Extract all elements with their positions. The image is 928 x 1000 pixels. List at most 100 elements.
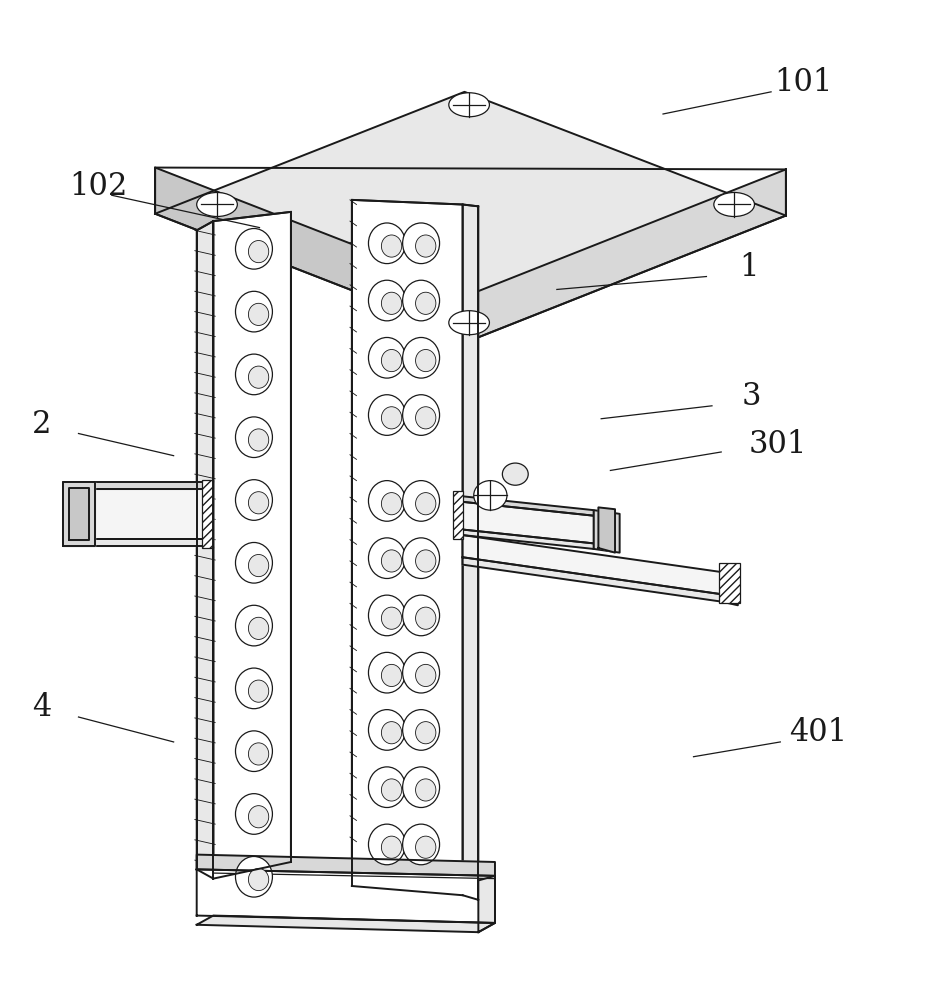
Ellipse shape [448,311,489,335]
Polygon shape [462,535,720,594]
Ellipse shape [248,429,268,451]
Ellipse shape [402,595,439,636]
Ellipse shape [235,542,272,583]
Polygon shape [598,507,614,553]
Ellipse shape [235,731,272,771]
Polygon shape [213,212,290,879]
Text: 4: 4 [32,692,52,723]
Ellipse shape [368,280,405,321]
Polygon shape [593,510,619,553]
Ellipse shape [381,407,401,429]
Ellipse shape [415,292,435,314]
Polygon shape [155,168,475,338]
Polygon shape [197,221,213,879]
Ellipse shape [381,779,401,801]
Ellipse shape [235,605,272,646]
Polygon shape [63,489,213,539]
Ellipse shape [248,492,268,514]
Ellipse shape [415,349,435,372]
Ellipse shape [368,337,405,378]
Polygon shape [478,876,495,932]
Ellipse shape [235,480,272,520]
Ellipse shape [415,550,435,572]
Ellipse shape [248,366,268,388]
Ellipse shape [415,836,435,858]
Ellipse shape [402,824,439,865]
Polygon shape [70,488,88,540]
Ellipse shape [415,235,435,257]
Ellipse shape [235,794,272,834]
Ellipse shape [402,337,439,378]
Ellipse shape [248,806,268,828]
Polygon shape [63,482,213,489]
Text: 2: 2 [32,409,52,440]
Ellipse shape [248,241,268,263]
Text: 3: 3 [741,381,760,412]
Ellipse shape [368,395,405,435]
Ellipse shape [402,223,439,264]
Ellipse shape [368,538,405,578]
Polygon shape [197,869,495,923]
Ellipse shape [368,710,405,750]
Polygon shape [197,916,495,932]
Ellipse shape [368,767,405,808]
Polygon shape [462,557,720,602]
Ellipse shape [381,607,401,629]
Polygon shape [462,530,593,549]
Bar [453,491,462,539]
Ellipse shape [402,395,439,435]
Ellipse shape [381,550,401,572]
Ellipse shape [415,607,435,629]
Bar [202,480,213,548]
Ellipse shape [381,493,401,515]
Ellipse shape [368,652,405,693]
Polygon shape [475,169,785,338]
Ellipse shape [448,93,489,117]
Ellipse shape [402,280,439,321]
Polygon shape [63,539,213,546]
Ellipse shape [368,481,405,521]
Polygon shape [155,92,785,338]
Ellipse shape [381,292,401,314]
Ellipse shape [502,463,528,485]
Ellipse shape [368,595,405,636]
Ellipse shape [415,779,435,801]
Ellipse shape [197,192,237,217]
Ellipse shape [473,481,507,510]
Polygon shape [720,567,737,605]
Ellipse shape [235,291,272,332]
Ellipse shape [381,722,401,744]
Ellipse shape [402,767,439,808]
Text: 101: 101 [773,67,831,98]
Text: 1: 1 [739,252,758,283]
Polygon shape [197,855,495,876]
Ellipse shape [235,668,272,709]
Polygon shape [352,200,462,895]
Bar [718,563,739,603]
Ellipse shape [235,354,272,395]
Polygon shape [462,502,593,543]
Text: 401: 401 [789,717,846,748]
Ellipse shape [248,617,268,639]
Polygon shape [63,482,95,546]
Ellipse shape [402,710,439,750]
Ellipse shape [248,680,268,702]
Polygon shape [462,496,593,516]
Ellipse shape [402,481,439,521]
Ellipse shape [415,493,435,515]
Ellipse shape [368,824,405,865]
Ellipse shape [368,223,405,264]
Text: 102: 102 [70,171,127,202]
Ellipse shape [235,417,272,458]
Ellipse shape [235,856,272,897]
Ellipse shape [235,229,272,269]
Ellipse shape [381,836,401,858]
Ellipse shape [381,235,401,257]
Ellipse shape [402,652,439,693]
Ellipse shape [381,664,401,687]
Ellipse shape [248,554,268,577]
Ellipse shape [415,664,435,687]
Polygon shape [462,204,478,900]
Ellipse shape [415,407,435,429]
Ellipse shape [402,538,439,578]
